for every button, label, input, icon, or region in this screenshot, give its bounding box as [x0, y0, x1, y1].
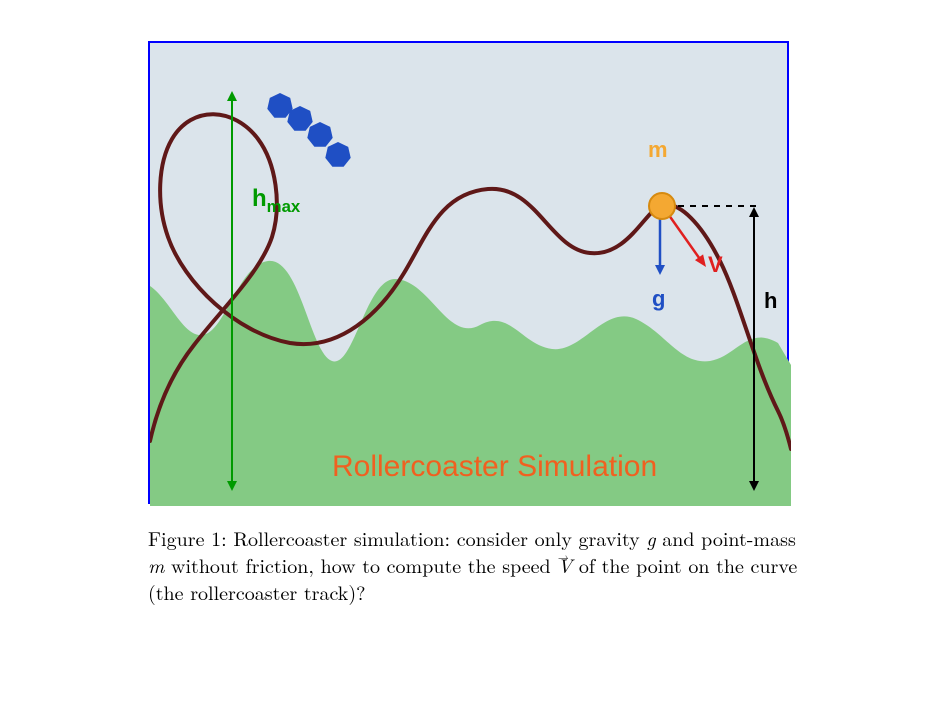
caption-prefix: Figure 1: Rollercoaster simulation: cons… [148, 523, 646, 552]
label-hmax: hmax [252, 185, 300, 217]
figure-caption: Figure 1: Rollercoaster simulation: cons… [148, 524, 808, 605]
label-v: V [708, 252, 723, 278]
caption-var-m: m [148, 550, 164, 579]
diagram-svg [150, 43, 791, 506]
page: hmax m V g h Rollercoaster Simulation Fi… [0, 0, 937, 724]
label-hmax-sub: max [267, 197, 301, 216]
figure-panel: hmax m V g h Rollercoaster Simulation [148, 41, 789, 504]
caption-var-V: V [557, 550, 572, 579]
caption-var-g: g [646, 523, 655, 552]
diagram-title: Rollercoaster Simulation [332, 450, 657, 484]
caption-mid2: without friction, how to compute the spe… [164, 550, 557, 579]
label-m: m [648, 137, 668, 163]
label-h: h [764, 288, 777, 314]
caption-mid1: and point-mass [656, 523, 796, 552]
label-hmax-h: h [252, 185, 267, 212]
label-g: g [652, 286, 665, 312]
